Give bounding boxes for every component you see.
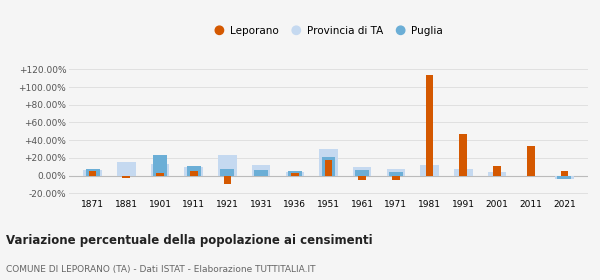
Bar	[224, 176, 231, 185]
Bar	[493, 166, 501, 176]
Bar	[454, 169, 473, 176]
Bar	[527, 146, 535, 176]
Bar	[288, 171, 302, 176]
Bar	[557, 176, 571, 179]
Legend: Leporano, Provincia di TA, Puglia: Leporano, Provincia di TA, Puglia	[210, 22, 447, 41]
Bar	[187, 166, 200, 176]
Bar	[358, 176, 366, 180]
Bar	[184, 167, 203, 176]
Bar	[254, 170, 268, 176]
Bar	[460, 134, 467, 176]
Bar	[355, 170, 369, 176]
Bar	[426, 76, 433, 176]
Bar	[83, 170, 102, 176]
Bar	[353, 167, 371, 176]
Bar	[322, 157, 335, 176]
Bar	[89, 171, 97, 176]
Bar	[218, 155, 236, 176]
Bar	[555, 176, 574, 179]
Bar	[151, 164, 169, 176]
Bar	[286, 172, 304, 176]
Bar	[122, 176, 130, 178]
Bar	[156, 173, 164, 176]
Text: COMUNE DI LEPORANO (TA) - Dati ISTAT - Elaborazione TUTTITALIA.IT: COMUNE DI LEPORANO (TA) - Dati ISTAT - E…	[6, 265, 316, 274]
Bar	[86, 169, 100, 176]
Bar	[252, 165, 271, 176]
Bar	[220, 169, 235, 176]
Bar	[392, 176, 400, 180]
Bar	[488, 172, 506, 176]
Bar	[153, 155, 167, 176]
Bar	[389, 172, 403, 176]
Bar	[117, 162, 136, 176]
Bar	[319, 149, 338, 176]
Bar	[325, 160, 332, 176]
Bar	[291, 173, 299, 176]
Text: Variazione percentuale della popolazione ai censimenti: Variazione percentuale della popolazione…	[6, 234, 373, 247]
Bar	[386, 169, 405, 176]
Bar	[560, 171, 568, 176]
Bar	[190, 171, 197, 176]
Bar	[421, 165, 439, 176]
